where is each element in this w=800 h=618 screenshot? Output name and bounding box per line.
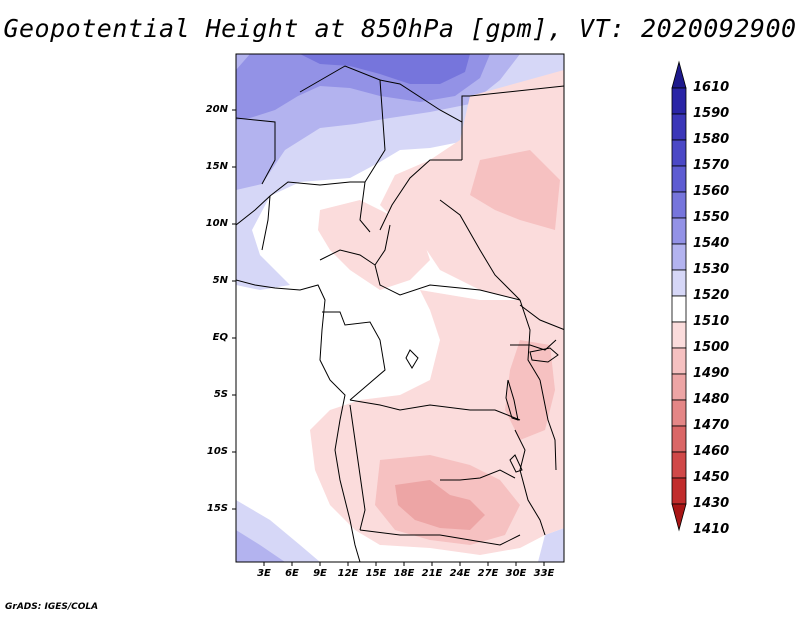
y-tick-label: 5S xyxy=(213,389,228,400)
x-tick-label: 30E xyxy=(505,568,527,579)
colorbar-label: 1410 xyxy=(693,522,730,537)
map-title: Geopotential Height at 850hPa [gpm], VT:… xyxy=(3,14,797,43)
y-tick-label: 10S xyxy=(206,446,228,457)
colorbar-label: 1510 xyxy=(693,314,730,329)
x-tick-label: 9E xyxy=(313,568,327,579)
contour-1550 xyxy=(300,54,470,84)
colorbar-swatch xyxy=(671,295,687,323)
colorbar xyxy=(671,60,687,532)
colorbar-swatch xyxy=(671,217,687,245)
x-tick-label: 27E xyxy=(477,568,499,579)
x-tick-label: 24E xyxy=(449,568,471,579)
colorbar-swatch xyxy=(671,399,687,427)
colorbar-label: 1460 xyxy=(693,444,730,459)
y-tick-label: EQ xyxy=(212,332,228,343)
colorbar-swatch xyxy=(671,269,687,297)
country-borders xyxy=(236,65,564,546)
colorbar-label: 1480 xyxy=(693,392,730,407)
lakes xyxy=(405,347,559,473)
y-tick-label: 20N xyxy=(205,104,228,115)
axis-ticks xyxy=(232,109,545,566)
colorbar-label: 1430 xyxy=(693,496,730,511)
colorbar-swatch xyxy=(671,243,687,271)
colorbar-label: 1490 xyxy=(693,366,730,381)
colorbar-swatch xyxy=(671,113,687,141)
colorbar-swatch xyxy=(671,373,687,401)
colorbar-label: 1450 xyxy=(693,470,730,485)
colorbar-swatch xyxy=(671,165,687,193)
map-frame xyxy=(235,53,565,563)
colorbar-label: 1550 xyxy=(693,210,730,225)
y-tick-label: 5N xyxy=(212,275,228,286)
x-tick-label: 21E xyxy=(421,568,443,579)
y-tick-label: 15S xyxy=(206,503,228,514)
x-tick-label: 12E xyxy=(337,568,359,579)
colorbar-swatch xyxy=(671,191,687,219)
colorbar-swatch xyxy=(671,477,687,505)
colorbar-swatch xyxy=(671,451,687,479)
x-tick-label: 6E xyxy=(285,568,299,579)
y-tick-label: 15N xyxy=(205,161,228,172)
colorbar-label: 1520 xyxy=(693,288,730,303)
contour-1480 xyxy=(395,480,485,530)
colorbar-label: 1590 xyxy=(693,106,730,121)
colorbar-label: 1560 xyxy=(693,184,730,199)
colorbar-swatch xyxy=(671,60,687,89)
contour-1530-sw xyxy=(236,530,285,562)
colorbar-label: 1500 xyxy=(693,340,730,355)
colorbar-swatch xyxy=(671,425,687,453)
credit-text: GrADS: IGES/COLA xyxy=(5,602,99,612)
colorbar-swatch xyxy=(671,347,687,375)
contour-1500-ne xyxy=(380,70,564,300)
colorbar-label: 1570 xyxy=(693,158,730,173)
colorbar-label: 1580 xyxy=(693,132,730,147)
colorbar-swatch xyxy=(671,503,687,532)
colorbar-swatch xyxy=(671,87,687,115)
x-tick-label: 18E xyxy=(393,568,415,579)
x-tick-label: 15E xyxy=(365,568,387,579)
x-tick-label: 33E xyxy=(533,568,555,579)
colorbar-label: 1540 xyxy=(693,236,730,251)
colorbar-swatch xyxy=(671,321,687,349)
contour-1520-se xyxy=(538,528,564,562)
colorbar-swatch xyxy=(671,139,687,167)
colorbar-label: 1530 xyxy=(693,262,730,277)
y-tick-label: 10N xyxy=(205,218,228,229)
x-tick-label: 3E xyxy=(257,568,271,579)
map-panel xyxy=(236,54,564,562)
contour-1500-central xyxy=(318,200,430,290)
contour-1490-ne xyxy=(470,150,560,230)
coastline xyxy=(236,279,361,562)
colorbar-label: 1470 xyxy=(693,418,730,433)
colorbar-label: 1610 xyxy=(693,80,730,95)
